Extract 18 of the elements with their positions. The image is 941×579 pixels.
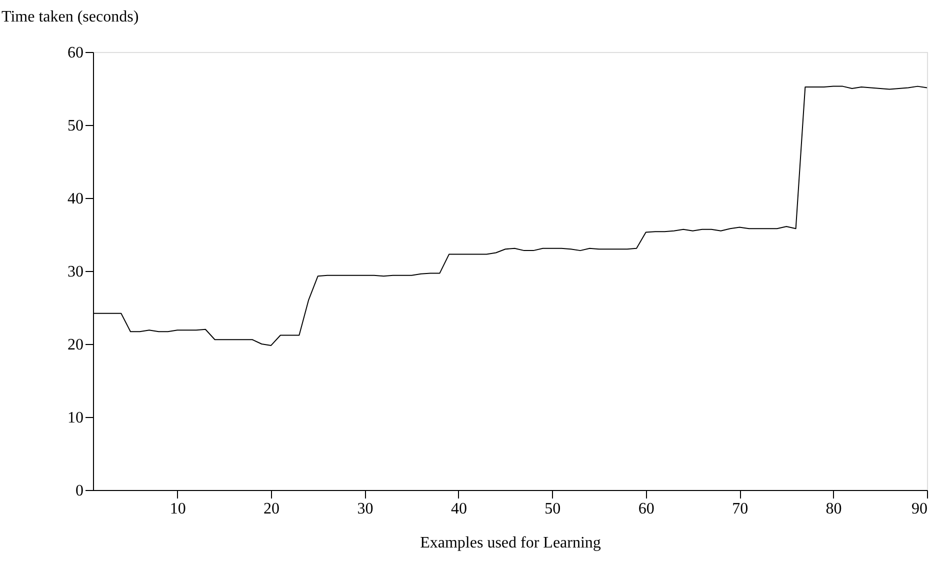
x-tick-label: 10 [170, 500, 186, 518]
y-tick-label: 20 [68, 336, 84, 354]
x-tick-label: 80 [826, 500, 842, 518]
x-tick-label: 50 [544, 500, 561, 518]
y-tick-label: 40 [68, 190, 84, 208]
x-tick-label: 60 [638, 500, 654, 518]
x-tick-label: 70 [732, 500, 748, 518]
x-axis-title: Examples used for Learning [420, 534, 601, 552]
y-tick-label: 60 [68, 44, 84, 62]
y-tick-label: 0 [76, 482, 84, 500]
x-tick-label: 30 [357, 500, 374, 518]
y-tick-label: 30 [68, 264, 84, 280]
y-tick-label: 10 [68, 410, 84, 426]
x-tick-label: 40 [450, 500, 467, 518]
y-axis-title: Time taken (seconds) [2, 8, 139, 26]
y-tick-label: 50 [68, 118, 84, 134]
x-tick-label: 90 [912, 500, 928, 518]
x-tick-label: 20 [264, 500, 280, 518]
